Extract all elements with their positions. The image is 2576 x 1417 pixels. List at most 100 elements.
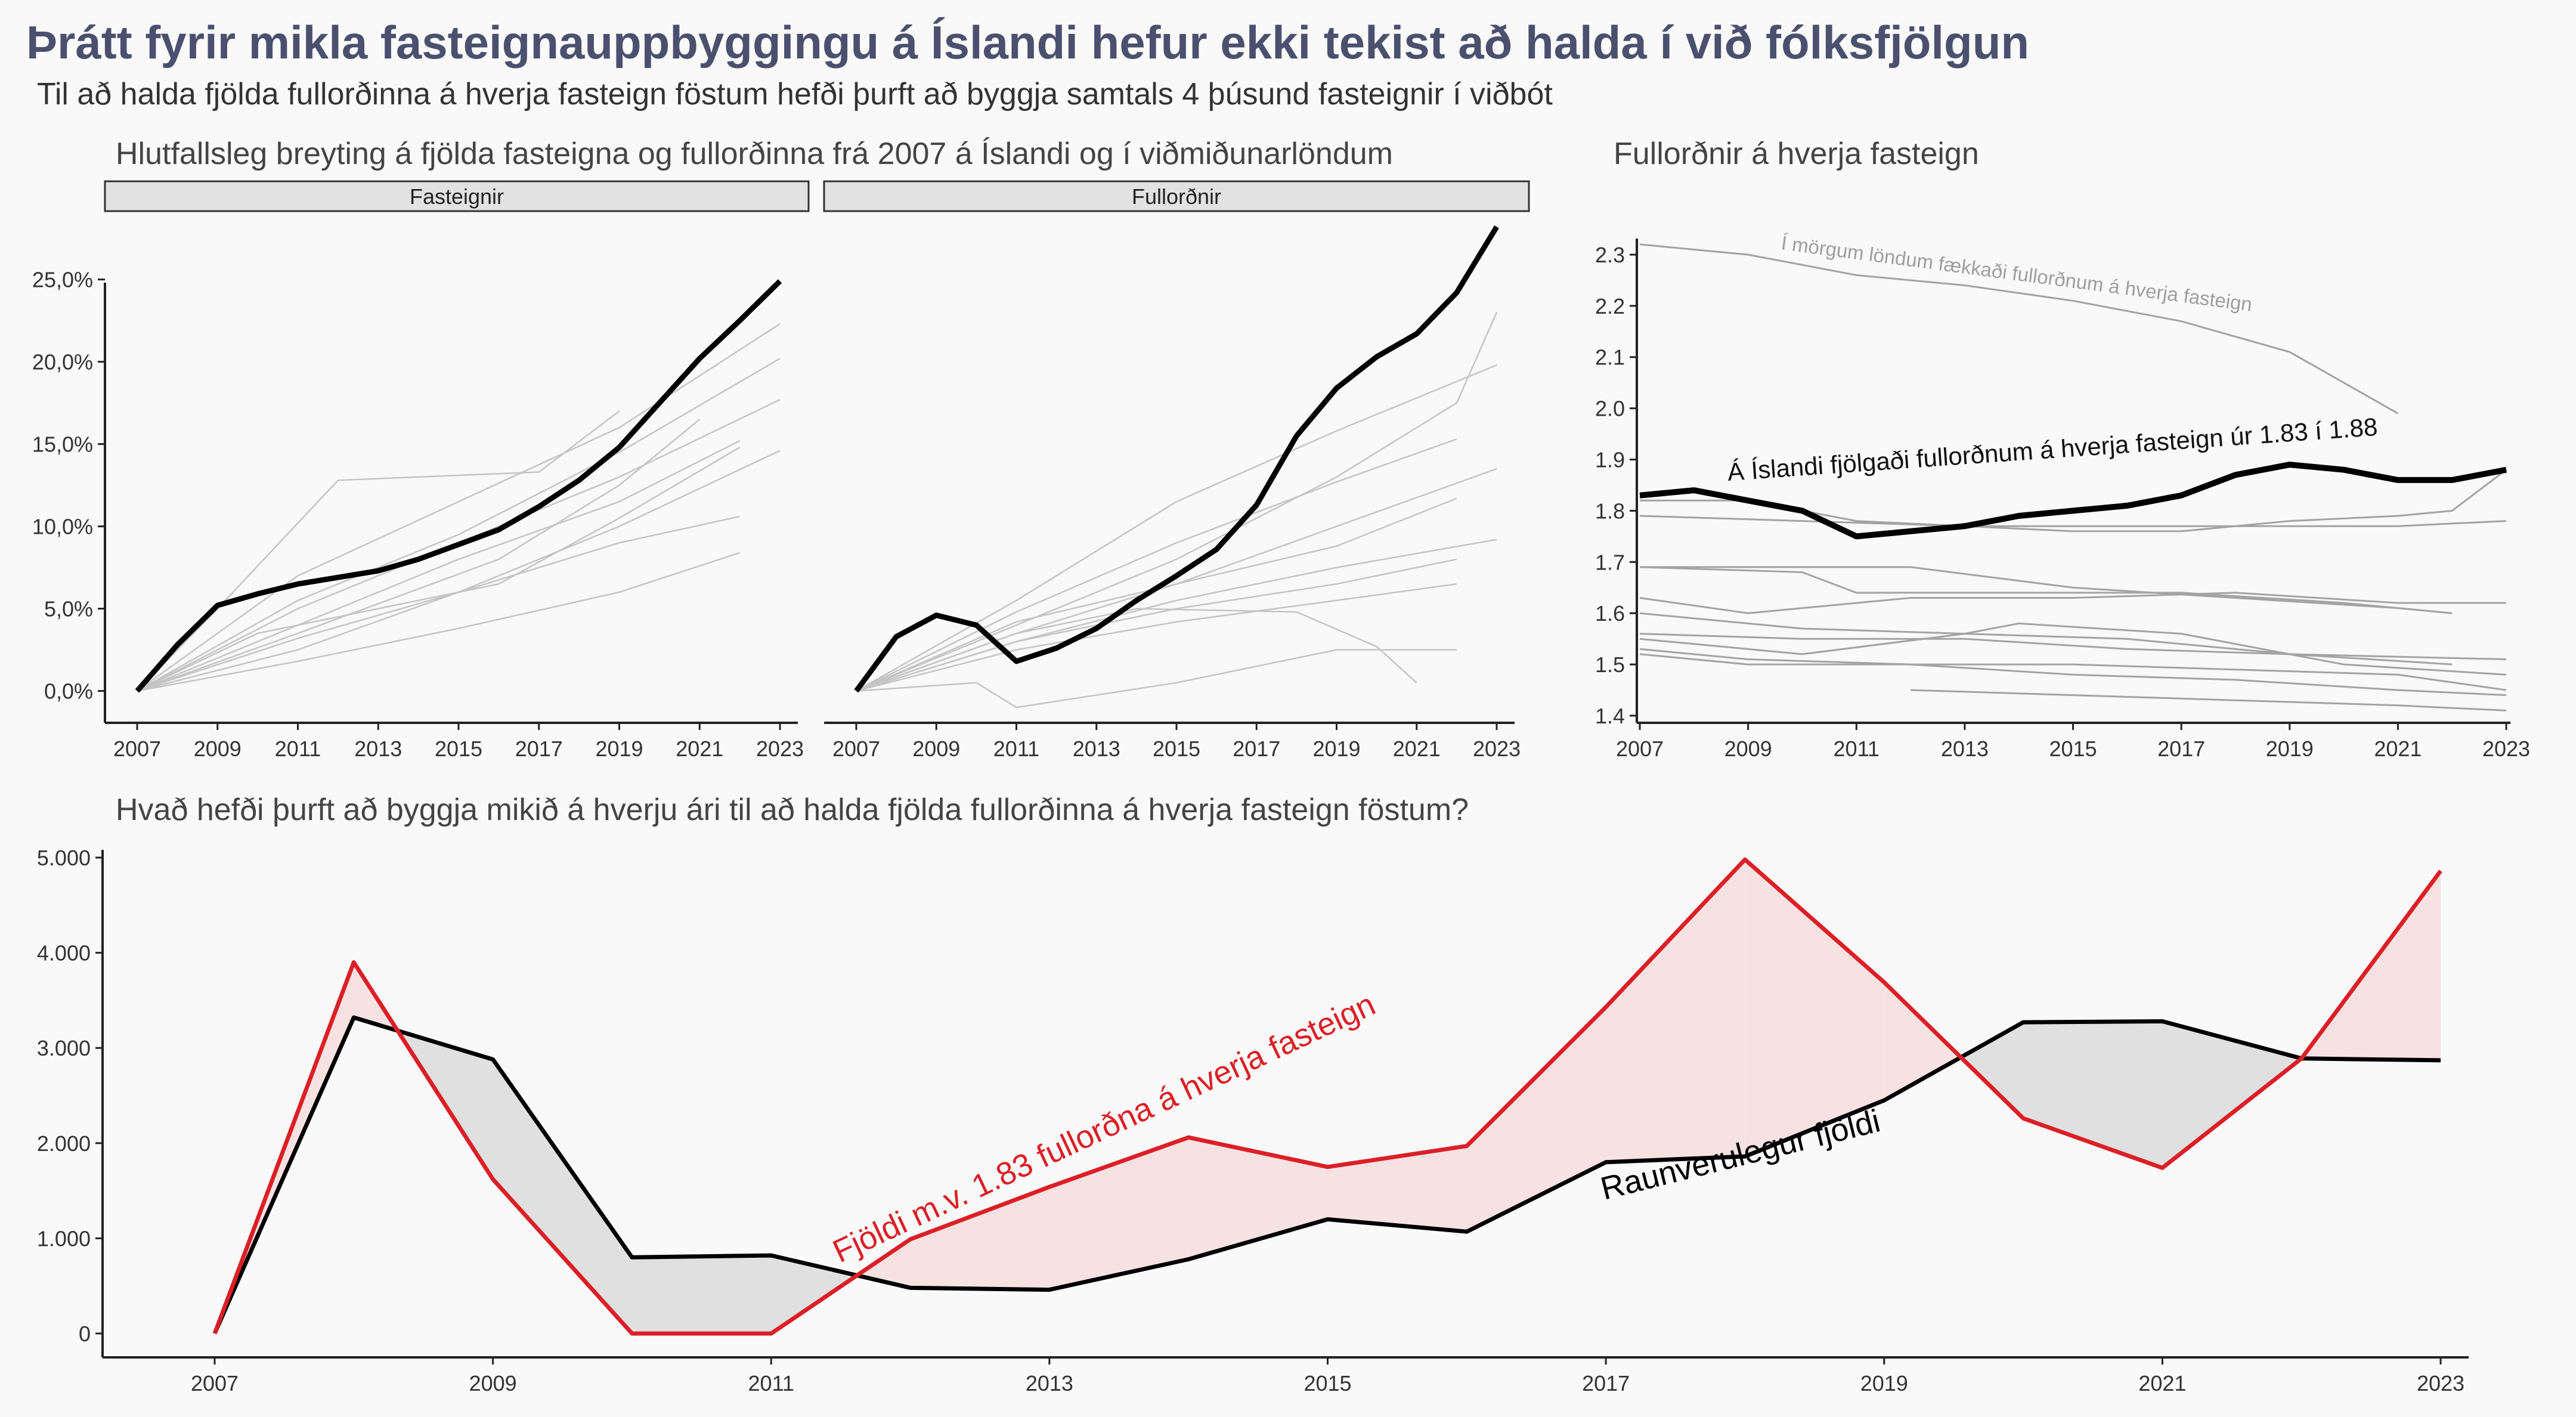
panel-title-adults-per-dwelling: Fullorðnir á hverja fasteign bbox=[1614, 137, 1979, 171]
comparison-country-line bbox=[137, 552, 740, 692]
bottom-y-axis-tick-label: 1.000 bbox=[37, 1226, 91, 1251]
apd-x-axis-tick-label: 2019 bbox=[2266, 737, 2314, 761]
apd-x-axis-tick-label: 2013 bbox=[1941, 737, 1989, 761]
apd-y-axis-tick-label: 2.3 bbox=[1595, 243, 1625, 267]
relative-y-axis-tick-label: 20,0% bbox=[32, 350, 93, 375]
facet-label-fullordnir: Fullorðnir bbox=[1132, 184, 1221, 209]
annotation-iceland: Á Íslandi fjölgaði fullorðnum á hverja f… bbox=[1726, 413, 2378, 486]
comparison-country-line bbox=[1639, 612, 2453, 666]
bottom-y-axis-tick-label: 3.000 bbox=[37, 1036, 91, 1060]
gap-area-overbuilt bbox=[493, 1059, 632, 1334]
comparison-country-line bbox=[137, 440, 741, 692]
bottom-y-axis-tick-label: 2.000 bbox=[37, 1131, 91, 1156]
comparison-country-line bbox=[1639, 592, 2506, 614]
apd-y-axis-tick-label: 1.6 bbox=[1595, 601, 1625, 626]
comparison-country-line bbox=[137, 410, 620, 692]
comparison-country-line bbox=[856, 649, 1457, 708]
page-subtitle: Til að halda fjölda fullorðinna á hverja… bbox=[37, 77, 1553, 112]
comparison-country-line bbox=[137, 323, 781, 692]
bottom-x-axis-tick-label: 2013 bbox=[1026, 1371, 1073, 1396]
iceland-line bbox=[854, 225, 1499, 693]
comparison-country-line bbox=[137, 447, 741, 692]
comparison-country-line bbox=[856, 583, 1457, 692]
relative-y-axis-tick-label: 5,0% bbox=[44, 597, 93, 621]
comparison-country-line bbox=[856, 558, 1457, 692]
bottom-x-axis-tick-label: 2023 bbox=[2417, 1371, 2464, 1396]
apd-x-axis-tick-label: 2023 bbox=[2482, 737, 2530, 761]
gap-area-underbuilt bbox=[910, 1187, 1049, 1290]
comparison-country-line bbox=[856, 608, 1417, 692]
relative-y-axis-tick-label: 15,0% bbox=[32, 432, 93, 457]
apd-y-axis-tick-label: 2.0 bbox=[1595, 397, 1625, 421]
apd-y-axis-tick-label: 1.4 bbox=[1595, 704, 1625, 728]
comparison-country-line bbox=[137, 358, 781, 692]
comparison-country-line bbox=[1639, 243, 2399, 414]
comparison-country-line bbox=[856, 438, 1457, 692]
apd-y-axis-tick-label: 2.1 bbox=[1595, 345, 1625, 370]
comparison-country-line bbox=[856, 497, 1457, 692]
relative-y-axis-tick-label: 0,0% bbox=[44, 679, 93, 704]
apd-y-axis-tick-label: 1.8 bbox=[1595, 499, 1625, 523]
relative-x-axis-1-tick-label: 2021 bbox=[1393, 737, 1441, 761]
relative-x-axis-0-tick-label: 2021 bbox=[676, 737, 723, 761]
relative-y-axis-tick-label: 25,0% bbox=[32, 268, 93, 292]
relative-x-axis-1-tick-label: 2017 bbox=[1233, 737, 1280, 761]
gap-area-underbuilt bbox=[1466, 1007, 1606, 1232]
gap-area-underbuilt bbox=[857, 1239, 911, 1288]
apd-x-axis-tick-label: 2015 bbox=[2049, 737, 2097, 761]
relative-x-axis-1-tick-label: 2015 bbox=[1153, 737, 1200, 761]
relative-x-axis-0-tick-label: 2013 bbox=[354, 737, 402, 761]
comparison-country-line bbox=[1640, 566, 2453, 614]
bottom-x-axis-tick-label: 2009 bbox=[469, 1371, 517, 1396]
apd-y-axis-tick-label: 1.7 bbox=[1595, 550, 1625, 574]
page-title: Þrátt fyrir mikla fasteignauppbyggingu á… bbox=[26, 16, 2029, 69]
gap-area-underbuilt bbox=[1745, 859, 1884, 1157]
comparison-country-line bbox=[1911, 689, 2507, 711]
gap-area-overbuilt bbox=[771, 1255, 857, 1334]
facet-strip-fasteignir bbox=[104, 180, 810, 212]
gap-area-overbuilt bbox=[2023, 1021, 2163, 1168]
gap-area-underbuilt bbox=[1327, 1146, 1467, 1232]
relative-y-axis-tick-label: 10,0% bbox=[32, 515, 93, 539]
bottom-x-axis-tick-label: 2019 bbox=[1860, 1371, 1908, 1396]
apd-x-axis-tick-label: 2021 bbox=[2374, 737, 2422, 761]
bottom-y-axis-tick-label: 0 bbox=[79, 1322, 91, 1346]
panel-title-needed-construction: Hvað hefði þurft að byggja mikið á hverj… bbox=[116, 793, 1469, 827]
relative-x-axis-1-tick-label: 2007 bbox=[832, 737, 880, 761]
bottom-y-axis-tick-label: 4.000 bbox=[37, 941, 91, 966]
gap-area-overbuilt bbox=[1961, 1022, 2024, 1119]
apd-y-axis-tick-label: 1.5 bbox=[1595, 652, 1625, 677]
facet-strip-fullordnir bbox=[823, 180, 1530, 212]
panel-title-relative-change: Hlutfallsleg breyting á fjölda fasteigna… bbox=[116, 137, 1393, 171]
relative-x-axis-0-tick-label: 2011 bbox=[275, 737, 321, 761]
facet-label-fasteignir: Fasteignir bbox=[410, 184, 504, 209]
relative-x-axis-0-tick-label: 2017 bbox=[515, 737, 563, 761]
comparison-country-line bbox=[1639, 653, 2507, 697]
relative-x-axis-0-tick-label: 2023 bbox=[756, 737, 804, 761]
bottom-y-axis-tick-label: 5.000 bbox=[37, 846, 91, 870]
needed-series-line bbox=[212, 857, 2442, 1336]
bottom-x-axis-tick-label: 2007 bbox=[191, 1371, 239, 1396]
apd-y-axis-tick-label: 2.2 bbox=[1595, 294, 1625, 318]
apd-y-axis-tick-label: 1.9 bbox=[1595, 448, 1625, 472]
comparison-country-line bbox=[1639, 633, 2507, 660]
bottom-x-axis-tick-label: 2017 bbox=[1582, 1371, 1630, 1396]
comparison-country-line bbox=[137, 515, 740, 692]
relative-x-axis-0-tick-label: 2015 bbox=[435, 737, 482, 761]
apd-x-axis-tick-label: 2017 bbox=[2157, 737, 2205, 761]
relative-x-axis-0-tick-label: 2009 bbox=[194, 737, 242, 761]
iceland-line bbox=[1639, 462, 2507, 540]
gap-area-overbuilt bbox=[631, 1255, 772, 1334]
bottom-x-axis-tick-label: 2011 bbox=[748, 1371, 794, 1396]
comparison-country-line bbox=[137, 419, 701, 692]
comparison-country-line bbox=[856, 364, 1497, 692]
gap-area-underbuilt bbox=[1606, 859, 1745, 1162]
gap-area-underbuilt bbox=[1884, 982, 1961, 1100]
relative-x-axis-1-tick-label: 2013 bbox=[1073, 737, 1120, 761]
actual-series-line bbox=[212, 1015, 2441, 1335]
apd-x-axis-tick-label: 2011 bbox=[1834, 737, 1880, 761]
comparison-country-line bbox=[1639, 648, 2507, 691]
comparison-country-line bbox=[1639, 622, 2507, 676]
apd-x-axis-tick-label: 2009 bbox=[1724, 737, 1772, 761]
comparison-country-line bbox=[1639, 515, 2507, 527]
